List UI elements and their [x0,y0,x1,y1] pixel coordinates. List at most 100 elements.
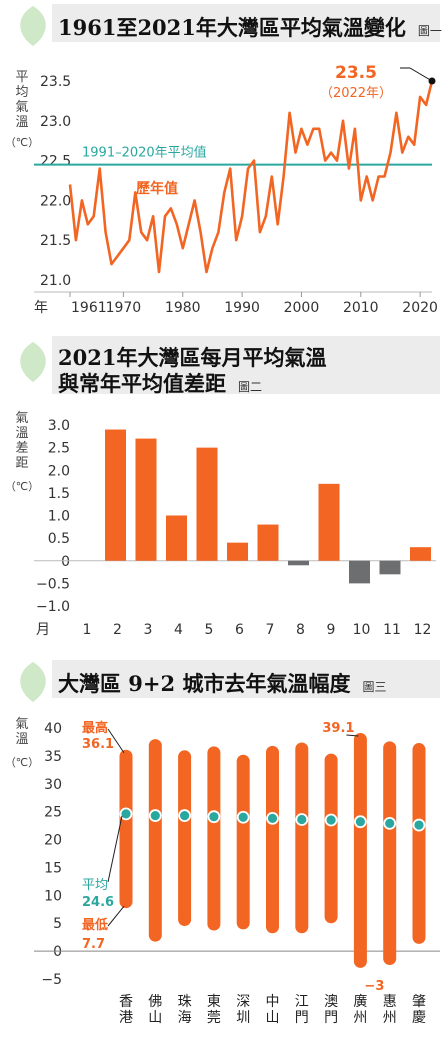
y-tick-label: 2.5 [48,441,70,457]
y-axis-label: 均 [15,85,28,100]
leaf-icon [20,662,46,702]
y-tick-label: 35 [44,749,62,765]
bar [105,429,126,561]
leaf-icon [20,342,46,382]
x-tick-label: 7 [266,622,275,638]
x-tick-label: 海 [178,1010,192,1026]
mean-dot [119,807,133,821]
range-bar [178,750,192,927]
bar [349,560,370,584]
bar [379,560,401,575]
x-tick-label: 11 [383,622,401,638]
y-axis-label: 氣 [15,100,28,115]
y-tick-label: 25 [44,805,62,821]
range-bar [383,741,397,966]
highlight-year: （2022年） [320,86,392,101]
highlight-box [315,60,397,102]
x-tick-label: 4 [174,622,183,638]
bar [410,547,431,561]
min-value-label: 7.7 [82,937,105,952]
mean-value-label: 24.6 [82,895,114,910]
mean-dot [412,818,426,832]
y-tick-label: 1.0 [48,509,70,525]
y-axis-label: 氣 [15,717,28,732]
x-tick-label: 深 [236,994,250,1010]
figure-label: 圖一 [417,24,442,38]
x-tick-label: 1990 [224,300,260,316]
highlight-leader [409,67,433,82]
min-label: 最低 [82,917,108,933]
x-tick-label: 12 [414,622,432,638]
bar [227,542,248,561]
x-tick-label: 香 [119,994,133,1010]
mean-dot [236,810,250,824]
x-tick-label: 佛 [148,994,162,1010]
x-axis-label: 年 [34,300,48,316]
y-tick-label: 0 [61,554,70,570]
x-tick-label: 1980 [165,300,201,316]
y-tick-label: −5 [41,972,62,988]
y-tick-label: 30 [44,777,62,793]
x-tick-label: 江 [295,994,309,1010]
series-label: 歷年值 [136,180,178,197]
x-tick-label: 10 [353,622,371,638]
highlight-value: 23.5 [335,63,377,83]
range-chart: 氣溫（℃）4035302520151050−5香港佛山珠海東莞深圳中山江門澳門廣… [5,717,440,1026]
mean-dot [207,810,221,824]
y-tick-label: 5 [53,916,62,932]
max-value-label: 36.1 [82,737,114,752]
x-tick-label: 中 [266,994,280,1010]
mean-dot [383,816,397,830]
y-tick-label: 23.0 [40,114,71,130]
x-tick-label: 肇 [412,994,426,1010]
y-axis-label-unit: （℃） [5,480,39,493]
x-axis-label: 月 [36,622,50,638]
title-background [52,4,440,42]
range-chart-title: 大灣區 9+2 城市去年氣溫幅度 圖三 [58,671,387,696]
bar [196,447,218,561]
x-tick-label: 2020 [402,300,438,316]
x-tick-label: 惠 [383,994,397,1010]
mean-dot [353,815,367,829]
max-leader [107,728,125,754]
x-tick-label: 9 [327,622,336,638]
bar [288,560,309,566]
x-tick-label: 3 [144,622,153,638]
bar-chart-header: 2021年大灣區每月平均氣溫 與常年平均值差距 圖二 [0,330,448,398]
x-tick-label: 廣 [353,993,367,1010]
x-tick-label: 珠 [178,994,192,1010]
x-tick-label: 6 [235,622,244,638]
title-background [52,336,440,394]
y-tick-label: 20 [44,833,62,849]
y-axis-label: 溫 [15,115,28,130]
range-bar [324,753,338,924]
mean-label: 平均 [82,878,108,893]
max-label: 最高 [82,720,108,736]
x-tick-label: 慶 [412,1010,426,1026]
range-bar [119,749,133,909]
y-tick-label: 0 [53,944,62,960]
y-tick-label: −0.5 [36,576,70,592]
x-tick-label: 州 [383,1010,397,1026]
x-tick-label: 5 [205,622,214,638]
range-bar [207,746,221,931]
y-tick-label: 22.0 [40,193,71,209]
mean-dot [148,809,162,822]
y-tick-label: 3.0 [48,418,70,434]
bar [257,524,279,561]
mean-dot [295,813,309,826]
y-tick-label: 22.5 [40,154,71,170]
guangzhou-min-label: −3 [364,979,384,994]
x-tick-label: 澳 [324,994,338,1010]
line-chart-title: 1961至2021年大灣區平均氣溫變化 圖一 [58,15,442,40]
y-tick-label: 21.5 [40,233,71,249]
x-tick-label: 山 [266,1010,280,1026]
x-tick-label: 2000 [284,300,320,316]
x-tick-label: 東 [207,994,221,1010]
y-tick-label: 21.0 [40,273,71,289]
mean-dot [324,813,338,827]
x-tick-label: 1 [83,622,92,638]
y-tick-label: 15 [44,860,62,876]
range-bar [295,742,309,934]
x-tick-label: 港 [119,1010,133,1026]
